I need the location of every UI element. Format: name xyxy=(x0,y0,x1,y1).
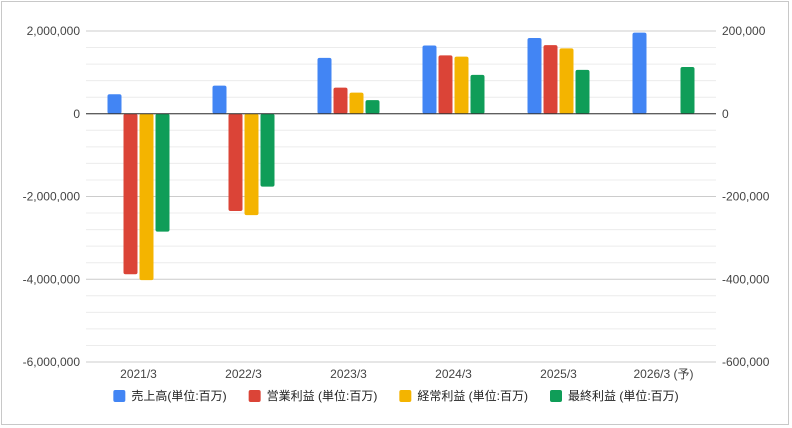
category-label: 2022/3 xyxy=(225,367,262,381)
bar-2-2022/3[interactable] xyxy=(228,113,243,211)
category-label: 2023/3 xyxy=(330,367,367,381)
right-tick-label: 0 xyxy=(722,107,729,121)
left-tick-label: -2,000,000 xyxy=(23,190,81,204)
bars xyxy=(107,32,695,281)
bar-4-2021/3[interactable] xyxy=(155,113,170,232)
legend-label: 売上高(単位:百万) xyxy=(131,388,226,403)
legend-swatch xyxy=(550,390,562,402)
bar-4-2023/3[interactable] xyxy=(365,100,380,114)
bar-3-2022/3[interactable] xyxy=(244,113,259,216)
right-tick-label: -600,000 xyxy=(722,355,770,369)
bar-2-2023/3[interactable] xyxy=(333,87,348,114)
bar-3-2021/3[interactable] xyxy=(139,113,154,281)
bar-1-2022/3[interactable] xyxy=(212,85,227,114)
bar-4-2024/3[interactable] xyxy=(470,74,485,114)
legend-swatch xyxy=(248,390,261,402)
left-axis-ticks: 2,000,000 0 -2,000,000 -4,000,000 -6,000,000 xyxy=(23,24,81,369)
category-label: 2024/3 xyxy=(435,367,472,381)
category-label: 2021/3 xyxy=(120,367,157,381)
bar-4-2026/3 (予)[interactable] xyxy=(680,66,695,114)
right-tick-label: 200,000 xyxy=(722,24,766,38)
legend-item-3[interactable]: 経常利益 (単位:百万) xyxy=(399,388,528,403)
bar-4-2022/3[interactable] xyxy=(260,113,275,187)
bar-1-2024/3[interactable] xyxy=(422,45,437,114)
right-axis-ticks: 200,000 0 -200,000 -400,000 -600,000 xyxy=(722,24,770,369)
legend-item-1[interactable]: 売上高(単位:百万) xyxy=(113,388,227,403)
bar-3-2024/3[interactable] xyxy=(454,56,469,114)
bar-2-2025/3[interactable] xyxy=(543,45,558,114)
right-tick-label: -400,000 xyxy=(722,272,770,286)
category-label: 2026/3 (予) xyxy=(633,367,693,381)
left-tick-label: 2,000,000 xyxy=(27,24,81,38)
legend-label: 経常利益 (単位:百万) xyxy=(417,388,528,403)
gridlines xyxy=(86,30,716,363)
bar-3-2023/3[interactable] xyxy=(349,92,364,114)
legend-label: 最終利益 (単位:百万) xyxy=(568,388,679,403)
bar-1-2021/3[interactable] xyxy=(107,94,122,114)
bar-2-2024/3[interactable] xyxy=(438,55,453,114)
category-labels: 2021/3 2022/3 2023/3 2024/3 2025/3 2026/3 (予) xyxy=(120,367,693,381)
left-tick-label: -4,000,000 xyxy=(23,272,81,286)
legend-item-2[interactable]: 営業利益 (単位:百万) xyxy=(248,388,378,403)
right-tick-label: -200,000 xyxy=(722,190,770,204)
bar-1-2023/3[interactable] xyxy=(317,57,332,114)
legend-swatch xyxy=(399,390,412,402)
legend-swatch xyxy=(113,390,126,402)
bar-3-2025/3[interactable] xyxy=(559,48,574,114)
bar-2-2021/3[interactable] xyxy=(123,113,138,275)
bar-4-2025/3[interactable] xyxy=(575,69,590,114)
category-label: 2025/3 xyxy=(540,367,577,381)
legend-label: 営業利益 (単位:百万) xyxy=(267,388,378,403)
legend-item-4[interactable]: 最終利益 (単位:百万) xyxy=(550,388,679,403)
left-tick-label: 0 xyxy=(73,107,80,121)
bar-1-2025/3[interactable] xyxy=(527,38,542,114)
bar-1-2026/3 (予)[interactable] xyxy=(632,32,647,114)
left-tick-label: -6,000,000 xyxy=(23,355,81,369)
legend: 売上高(単位:百万) 営業利益 (単位:百万) 経常利益 (単位:百万) 最終利益 (… xyxy=(113,388,679,403)
